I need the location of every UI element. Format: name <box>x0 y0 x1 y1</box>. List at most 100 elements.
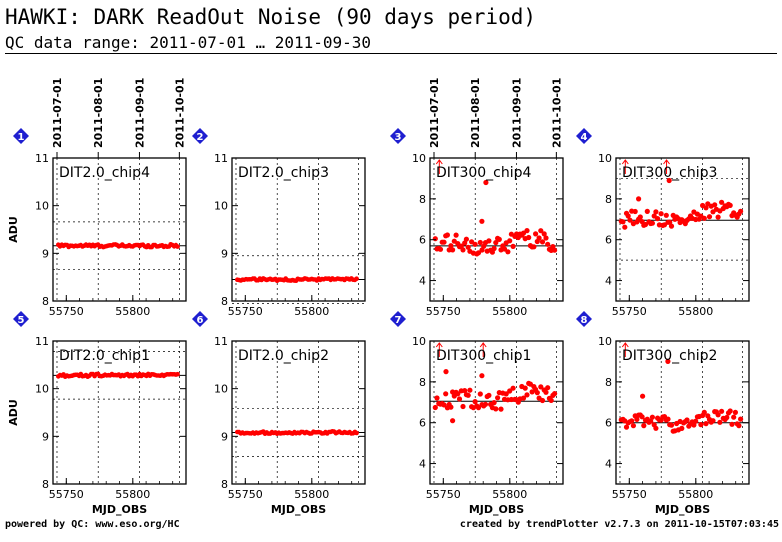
x-tick-label: 55800 <box>294 488 329 501</box>
data-point <box>693 418 699 424</box>
y-tick-label: 4 <box>419 275 426 288</box>
y-tick-label: 10 <box>214 200 228 213</box>
data-point <box>640 393 646 399</box>
data-point <box>727 202 733 208</box>
data-point <box>732 409 739 415</box>
data-point <box>545 385 551 391</box>
y-tick-label: 8 <box>42 295 49 308</box>
data-point <box>629 418 635 424</box>
x-tick-label: 55750 <box>228 488 263 501</box>
data-point <box>455 391 461 397</box>
data-point <box>668 422 675 428</box>
panel-label: DIT2.0_chip1 <box>59 348 150 364</box>
data-point <box>738 208 744 214</box>
y-tick-label: 8 <box>42 478 49 491</box>
data-point <box>717 419 723 425</box>
data-point <box>482 401 489 407</box>
data-point <box>486 238 492 244</box>
data-point <box>465 392 471 398</box>
data-point <box>443 391 449 397</box>
data-point <box>460 403 466 410</box>
data-point <box>719 408 725 414</box>
data-point <box>432 236 438 242</box>
data-point <box>698 422 704 428</box>
y-tick-label: 10 <box>412 152 426 165</box>
panel-2: 2 DIT2.0_chip3 8 9 10 11 55750 55800 <box>192 128 366 318</box>
data-point <box>727 408 733 414</box>
out-of-range-arrow <box>621 159 629 174</box>
top-date-label-2-2: 2011-09-01 <box>510 78 523 148</box>
data-point <box>630 423 637 429</box>
y-tick-label: 11 <box>214 335 228 348</box>
top-date-label-2-0: 2011-09-01 <box>133 78 146 148</box>
data-point <box>736 423 742 429</box>
top-date-label-1-0: 2011-08-01 <box>92 78 105 148</box>
data-point <box>175 244 180 249</box>
data-point <box>520 395 527 401</box>
data-point <box>668 223 675 229</box>
data-point <box>536 235 542 241</box>
data-point <box>354 430 359 436</box>
out-of-range-arrow <box>435 159 443 174</box>
page-subtitle: QC data range: 2011-07-01 … 2011-09-30 <box>5 33 372 52</box>
data-point <box>648 418 654 424</box>
panel-badge-icon <box>390 128 406 144</box>
x-tick-label: 55750 <box>228 305 263 318</box>
data-point <box>496 236 502 242</box>
panel-label: DIT300_chip3 <box>622 165 717 181</box>
data-point <box>432 404 438 411</box>
data-point <box>658 211 664 217</box>
data-point <box>625 213 631 219</box>
data-point <box>538 228 544 234</box>
data-point <box>552 391 558 397</box>
data-point <box>522 385 528 391</box>
data-point <box>666 177 672 184</box>
data-point <box>622 224 628 230</box>
data-point <box>653 425 659 431</box>
data-point <box>472 241 478 247</box>
panel-badge-icon <box>13 128 29 144</box>
data-point <box>510 243 516 249</box>
data-point <box>637 214 643 220</box>
data-point <box>533 231 539 237</box>
top-date-label-3-2: 2011-10-01 <box>550 78 563 148</box>
y-tick-label: 9 <box>42 430 49 443</box>
panel-badge-number: 3 <box>395 132 402 143</box>
top-date-label-3-0: 2011-10-01 <box>173 78 186 148</box>
data-point <box>534 390 540 396</box>
data-point <box>477 239 483 246</box>
y-tick-label: 10 <box>214 383 228 396</box>
y-tick-label: 10 <box>35 200 49 213</box>
y-tick-label: 8 <box>221 478 228 491</box>
panel-badge-icon <box>576 311 592 327</box>
data-point <box>524 228 530 234</box>
panel-badge-icon <box>576 128 592 144</box>
y-tick-label: 6 <box>419 417 426 430</box>
data-point <box>538 384 544 390</box>
panel-badge-icon <box>192 311 208 327</box>
data-point <box>539 239 546 245</box>
data-point <box>441 239 447 245</box>
x-tick-label: 55750 <box>49 488 84 501</box>
data-point <box>493 406 499 412</box>
data-point <box>653 209 659 215</box>
data-point <box>649 220 656 226</box>
y-tick-label: 11 <box>214 152 228 165</box>
top-date-label-0-2: 2011-07-01 <box>428 78 441 148</box>
data-point <box>641 423 647 429</box>
y-tick-label: 4 <box>419 458 426 471</box>
data-point <box>627 217 633 223</box>
y-tick-label: 8 <box>419 193 426 206</box>
y-tick-label: 10 <box>35 383 49 396</box>
out-of-range-arrow <box>479 342 487 357</box>
x-tick-label: 55750 <box>49 305 84 318</box>
y-tick-label: 9 <box>221 247 228 260</box>
data-point <box>632 208 638 215</box>
data-point <box>463 236 469 242</box>
panel-label: DIT300_chip4 <box>436 165 532 181</box>
data-point <box>623 424 630 430</box>
panel-5: 5 DIT2.0_chip1 8 9 10 11 55750 55800 ADU MJD_OBS <box>7 311 187 516</box>
data-point <box>479 218 485 224</box>
data-point <box>634 416 640 422</box>
